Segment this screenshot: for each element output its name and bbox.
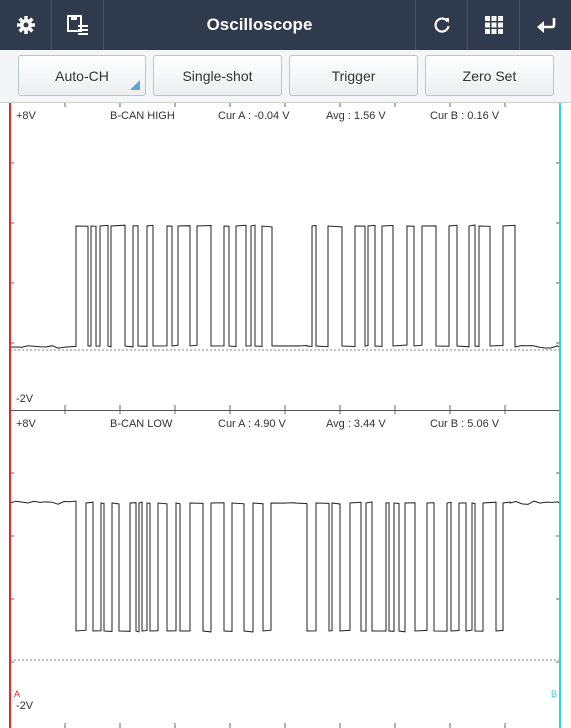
back-button[interactable] [519, 0, 571, 50]
scope-display[interactable]: +8V B-CAN HIGH Cur A : -0.04 V Avg : 1.5… [0, 103, 571, 728]
ch1-cur-a: Cur A : -0.04 V [218, 110, 290, 122]
cursor-a-line[interactable] [9, 103, 11, 728]
ch2-avg: Avg : 3.44 V [326, 418, 386, 430]
trigger-button[interactable]: Trigger [289, 55, 418, 96]
top-bar: Oscilloscope [0, 0, 571, 50]
ch2-name: B-CAN LOW [110, 418, 173, 430]
ch2-cur-b: Cur B : 5.06 V [430, 418, 500, 430]
refresh-icon [433, 17, 450, 33]
channel-divider [10, 410, 561, 411]
grid-button[interactable] [467, 0, 519, 50]
ch2-cur-a: Cur A : 4.90 V [218, 418, 286, 430]
ch2-top-scale: +8V [16, 418, 36, 430]
ch1-waveform [10, 224, 561, 349]
cursor-b-line[interactable] [559, 103, 561, 728]
auto-ch-label: Auto-CH [55, 67, 109, 84]
cursor-a-label: A [14, 689, 21, 699]
refresh-button[interactable] [415, 0, 467, 50]
single-shot-button[interactable]: Single-shot [153, 55, 282, 96]
gear-icon [16, 16, 35, 34]
ch2-waveform [9, 500, 561, 633]
grid-ticks [10, 103, 560, 728]
auto-ch-button[interactable]: Auto-CH [18, 55, 146, 96]
mode-toolbar: Auto-CH Single-shot Trigger Zero Set [0, 50, 571, 103]
ch1-cur-b: Cur B : 0.16 V [430, 110, 500, 122]
ch1-name: B-CAN HIGH [110, 110, 175, 122]
cursor-b-label: B [551, 689, 558, 699]
waveform-canvas [9, 103, 561, 728]
trigger-label: Trigger [331, 67, 376, 84]
single-shot-label: Single-shot [182, 67, 253, 84]
page-title: Oscilloscope [206, 15, 313, 34]
ch1-bottom-scale: -2V [16, 393, 34, 405]
ch1-avg: Avg : 1.56 V [326, 110, 386, 122]
settings-button[interactable] [0, 0, 52, 50]
dropdown-corner-icon [130, 80, 140, 90]
zero-set-button[interactable]: Zero Set [425, 55, 554, 96]
zero-set-label: Zero Set [462, 67, 517, 84]
save-list-button[interactable] [52, 0, 104, 50]
ch1-top-scale: +8V [16, 110, 36, 122]
ch2-bottom-scale: -2V [16, 700, 34, 712]
grid-icon [484, 16, 503, 34]
back-icon [536, 18, 555, 33]
save-list-icon [66, 15, 88, 35]
